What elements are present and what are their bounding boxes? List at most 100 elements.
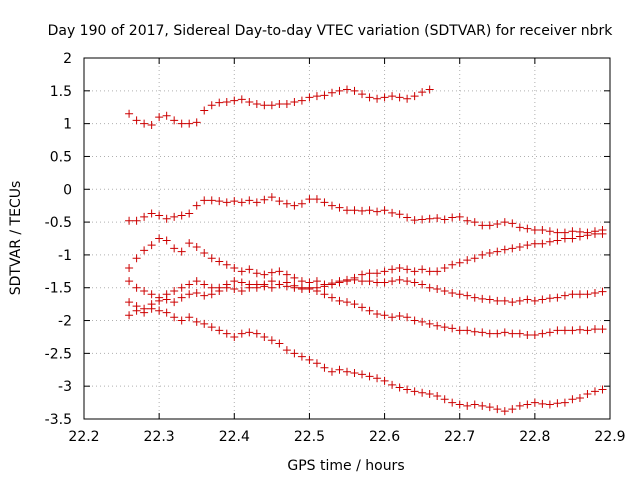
data-point-marker — [395, 383, 404, 392]
data-point-marker — [433, 214, 442, 223]
data-point-marker — [395, 93, 404, 102]
x-tick-label: 22.4 — [219, 429, 250, 445]
data-point-marker — [538, 329, 547, 338]
data-point-marker — [418, 280, 427, 289]
y-tick-label: 0.5 — [50, 149, 72, 165]
data-point-marker — [327, 293, 336, 302]
data-point-marker — [155, 306, 164, 315]
data-point-marker — [155, 211, 164, 220]
data-point-marker — [538, 399, 547, 408]
data-point-marker — [410, 387, 419, 396]
data-point-marker — [350, 300, 359, 309]
data-point-marker — [147, 241, 156, 250]
data-point-marker — [132, 216, 141, 225]
data-point-marker — [155, 296, 164, 305]
data-point-marker — [305, 195, 314, 204]
data-point-marker — [373, 207, 382, 216]
data-point-marker — [410, 278, 419, 287]
data-point-marker — [132, 254, 141, 263]
data-point-marker — [320, 363, 329, 372]
data-point-marker — [590, 387, 599, 396]
data-point-marker — [418, 215, 427, 224]
data-point-marker — [598, 385, 607, 394]
data-point-marker — [185, 239, 194, 248]
data-point-marker — [192, 317, 201, 326]
data-point-marker — [485, 403, 494, 412]
data-point-marker — [478, 401, 487, 410]
y-tick-label: -2 — [58, 314, 72, 330]
data-point-marker — [365, 93, 374, 102]
data-point-marker — [365, 277, 374, 286]
data-point-marker — [290, 349, 299, 358]
data-point-marker — [327, 88, 336, 97]
data-point-marker — [380, 376, 389, 385]
y-tick-label: -0.5 — [45, 215, 72, 231]
data-point-marker — [320, 290, 329, 299]
series-s5 — [125, 278, 607, 339]
data-point-marker — [545, 400, 554, 409]
y-tick-label: 2 — [63, 51, 72, 67]
series-s4 — [125, 275, 607, 307]
data-point-marker — [470, 254, 479, 263]
data-point-marker — [515, 329, 524, 338]
data-point-marker — [365, 206, 374, 215]
data-point-marker — [463, 256, 472, 265]
data-point-marker — [508, 405, 517, 414]
data-point-marker — [237, 287, 246, 296]
data-point-marker — [312, 195, 321, 204]
data-point-marker — [275, 99, 284, 108]
data-point-marker — [560, 398, 569, 407]
data-point-marker — [215, 287, 224, 296]
data-point-marker — [418, 317, 427, 326]
data-point-marker — [343, 277, 351, 286]
data-point-marker — [222, 283, 231, 292]
data-point-marker — [237, 278, 246, 287]
data-point-marker — [140, 246, 149, 255]
data-point-marker — [252, 280, 261, 289]
data-point-marker — [553, 293, 562, 302]
data-point-marker — [380, 206, 389, 215]
data-point-marker — [207, 196, 216, 205]
data-point-marker — [365, 372, 374, 381]
data-point-marker — [275, 267, 284, 276]
data-point-marker — [305, 93, 314, 102]
data-point-marker — [267, 193, 276, 202]
data-point-marker — [335, 86, 344, 95]
data-point-marker — [185, 313, 194, 322]
data-point-marker — [170, 244, 179, 253]
data-point-marker — [553, 399, 562, 408]
data-point-marker — [147, 290, 156, 299]
data-point-marker — [478, 221, 487, 230]
data-point-marker — [403, 277, 412, 286]
data-point-marker — [297, 352, 306, 361]
data-point-marker — [215, 98, 224, 107]
data-point-marker — [230, 285, 239, 294]
data-point-marker — [395, 311, 404, 320]
data-point-marker — [530, 225, 539, 234]
data-point-marker — [200, 291, 209, 300]
data-point-marker — [282, 278, 291, 287]
data-point-marker — [200, 106, 209, 115]
data-point-marker — [485, 221, 494, 230]
data-point-marker — [380, 278, 389, 287]
data-point-marker — [455, 326, 464, 335]
data-point-marker — [575, 325, 584, 334]
data-point-marker — [358, 370, 367, 379]
data-point-marker — [222, 260, 231, 269]
data-point-marker — [440, 215, 449, 224]
x-axis-label: GPS time / hours — [287, 458, 404, 474]
data-point-marker — [583, 290, 592, 299]
data-point-marker — [478, 328, 487, 337]
x-tick-label: 22.3 — [144, 429, 175, 445]
data-point-marker — [343, 367, 351, 376]
y-tick-label: -2.5 — [45, 346, 72, 362]
data-point-marker — [192, 243, 201, 252]
data-point-marker — [125, 277, 134, 286]
data-point-marker — [425, 85, 434, 94]
data-point-marker — [343, 206, 351, 215]
data-point-marker — [147, 304, 156, 313]
data-point-marker — [410, 316, 419, 325]
data-point-marker — [485, 329, 494, 338]
data-point-marker — [485, 248, 494, 257]
data-point-marker — [297, 283, 306, 292]
